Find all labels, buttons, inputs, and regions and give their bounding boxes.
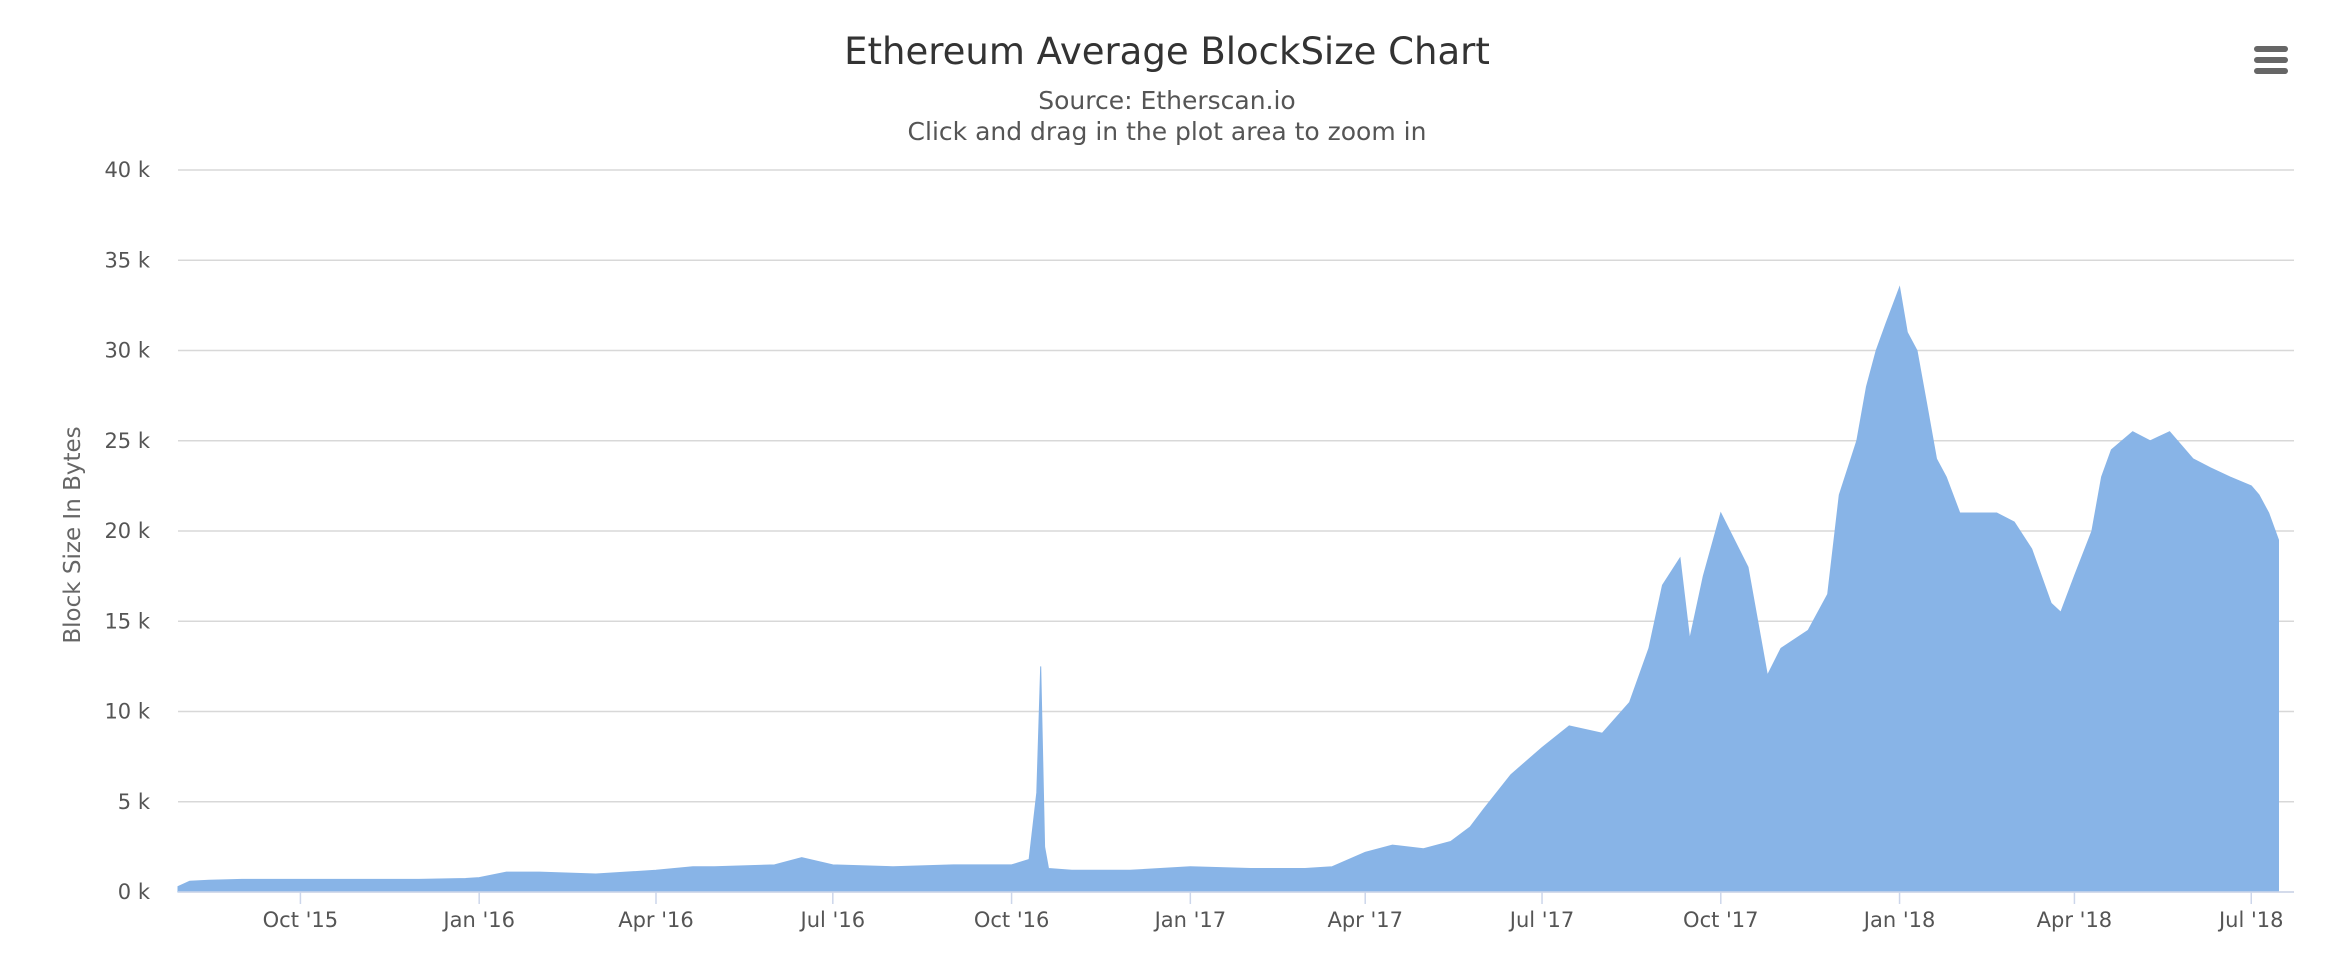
y-tick-label: 10 k xyxy=(104,700,150,724)
chart-subtitle-hint: Click and drag in the plot area to zoom … xyxy=(907,117,1427,146)
y-tick-label: 35 k xyxy=(104,248,150,272)
chart-title: Ethereum Average BlockSize Chart xyxy=(844,30,1490,73)
y-tick-label: 15 k xyxy=(104,609,150,633)
series-area xyxy=(177,285,2279,893)
x-tick-label: Apr '18 xyxy=(2037,908,2113,932)
x-axis: Oct '15 Jan '16 Apr '16 Jul '16 Oct '16 Jan '… xyxy=(178,891,2294,932)
y-tick-label: 20 k xyxy=(104,519,150,543)
series-area-fill xyxy=(177,285,2279,893)
x-tick-label: Jul '17 xyxy=(1508,908,1575,932)
y-tick-label: 25 k xyxy=(104,429,150,453)
x-tick-label: Jan '17 xyxy=(1153,908,1227,932)
x-tick-label: Jan '18 xyxy=(1862,908,1936,932)
x-tick-label: Oct '15 xyxy=(263,908,338,932)
x-tick-label: Jul '18 xyxy=(2217,908,2284,932)
y-tick-label: 5 k xyxy=(118,790,151,814)
x-tick-label: Apr '17 xyxy=(1327,908,1403,932)
chart-subtitle: Source: Etherscan.io xyxy=(1038,86,1296,115)
hamburger-menu-icon[interactable] xyxy=(2252,44,2290,76)
y-tick-label: 0 k xyxy=(118,880,151,904)
x-tick-label: Jul '16 xyxy=(799,908,866,932)
y-tick-label: 30 k xyxy=(104,339,150,363)
x-tick-label: Apr '16 xyxy=(618,908,694,932)
y-axis: 0 k 5 k 10 k 15 k 20 k 25 k 30 k 35 k 40 k xyxy=(104,158,150,904)
x-tick-label: Oct '16 xyxy=(974,908,1049,932)
y-axis-label: Block Size In Bytes xyxy=(60,426,86,643)
x-tick-label: Oct '17 xyxy=(1683,908,1758,932)
x-tick-label: Jan '16 xyxy=(441,908,515,932)
y-tick-label: 40 k xyxy=(104,158,150,182)
